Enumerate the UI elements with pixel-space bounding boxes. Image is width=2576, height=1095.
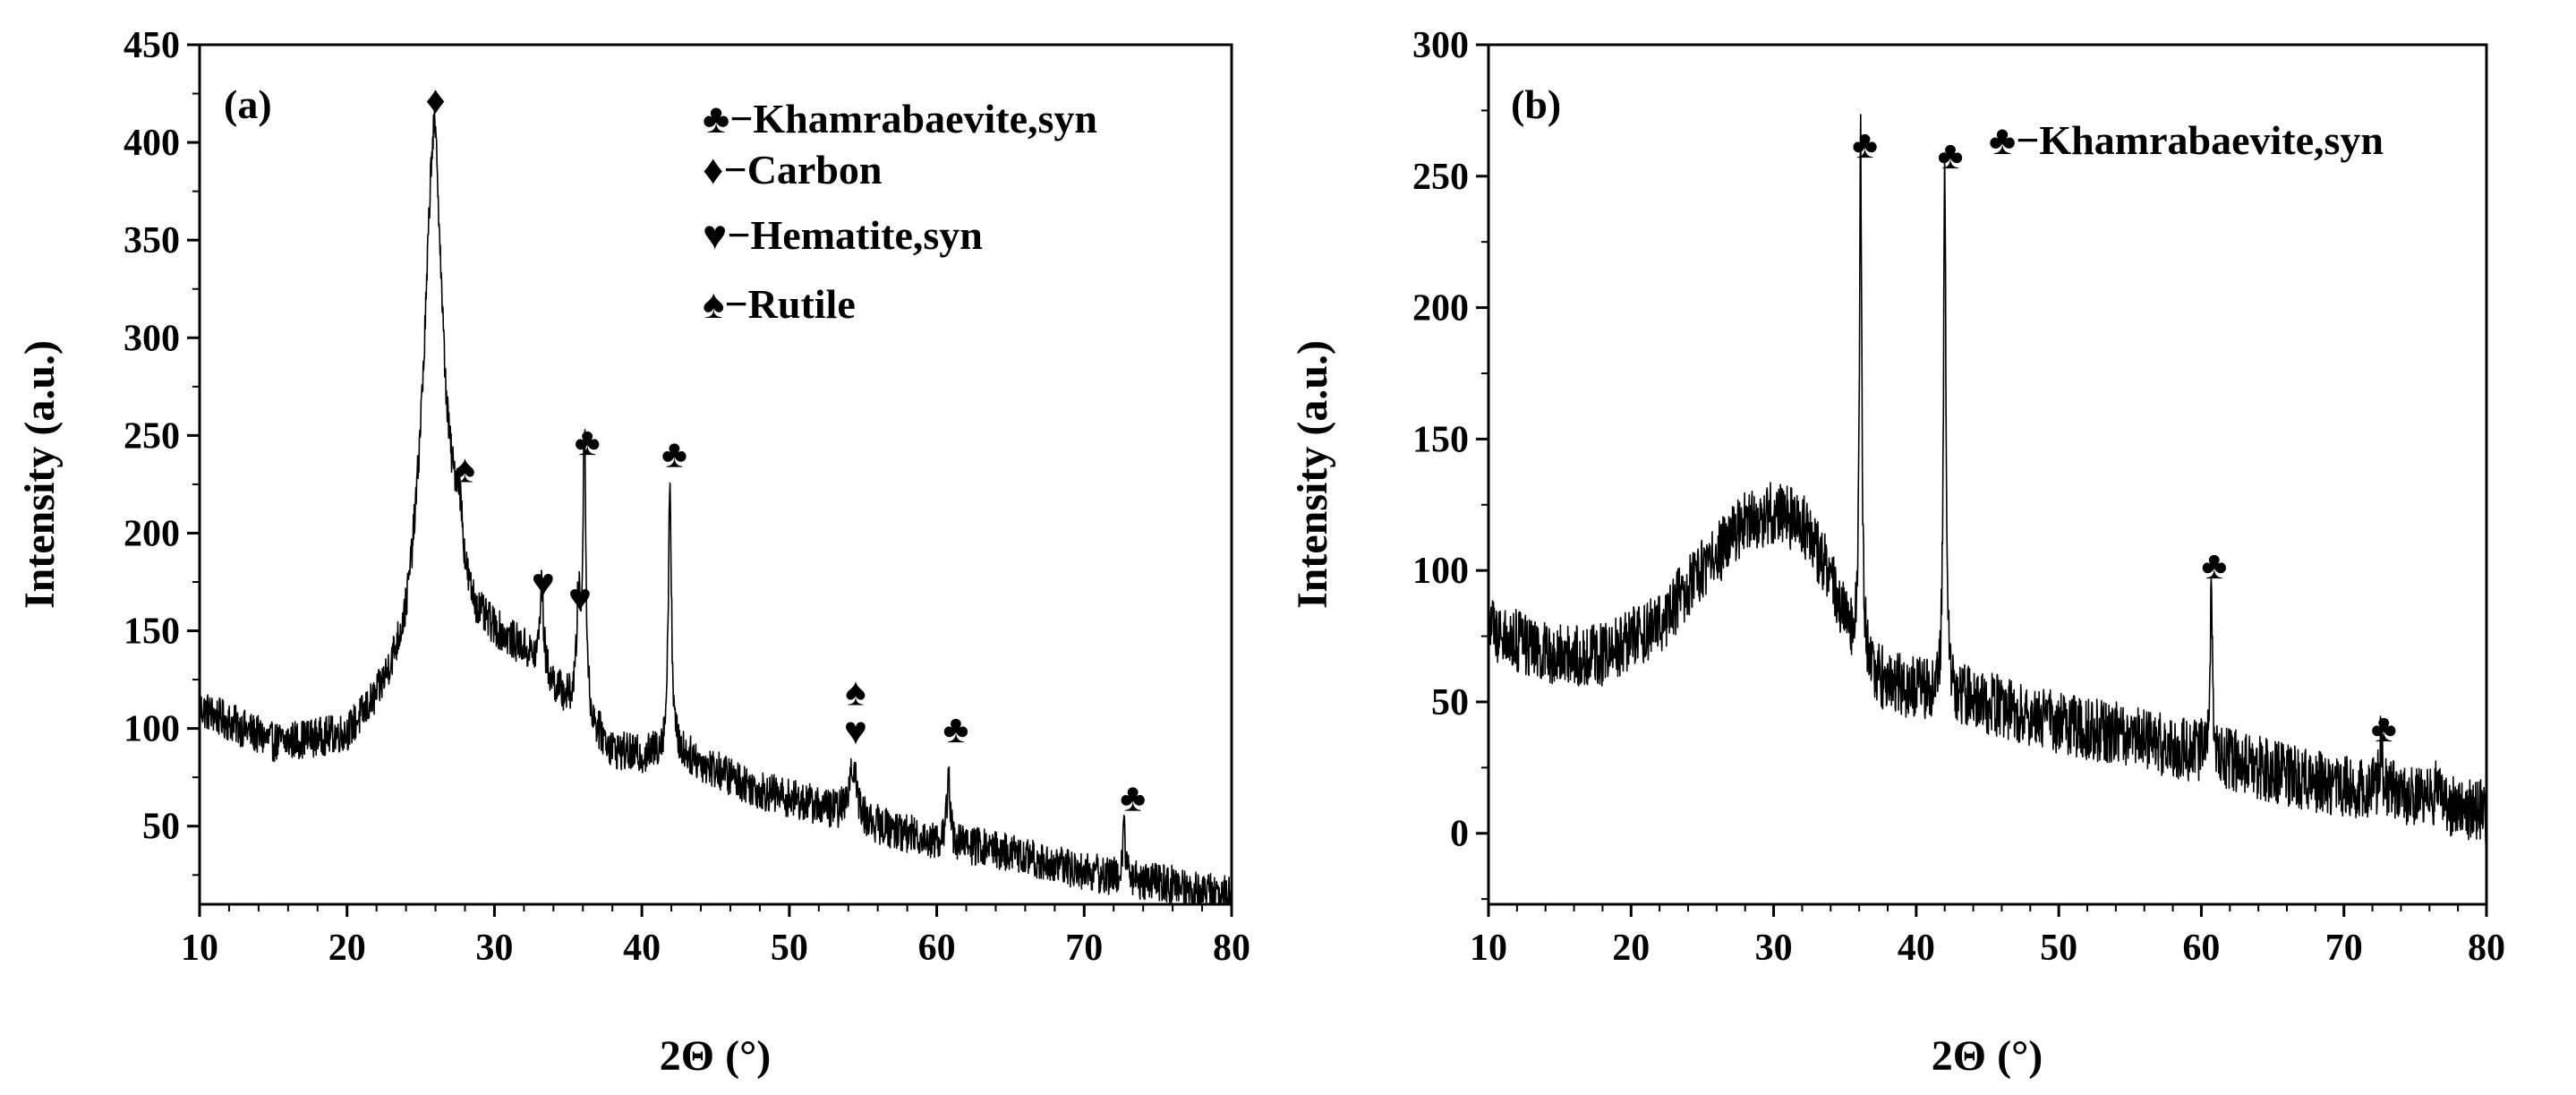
chart-panel-a: 50 100 150 200 250 300 350 400 450 10 20 30 40 50 60 7… xyxy=(16,25,1250,1080)
peak-marker-a-7: ♥ xyxy=(844,709,867,753)
x-axis-title-b: 2Θ (°) xyxy=(1932,1032,2043,1080)
legend-symbol-a-2: ♥ xyxy=(703,212,727,258)
peak-marker-a-4: ♣ xyxy=(575,420,601,464)
x-tick-label-b-5: 60 xyxy=(2182,928,2220,969)
x-tick-label-b-6: 70 xyxy=(2325,928,2363,969)
legend-a: ♣−Khamrabaevite,syn ♦−Carbon ♥−Hematite,… xyxy=(703,96,1097,327)
x-axis-title-a: 2Θ (°) xyxy=(660,1032,772,1080)
y-axis-title-b: Intensity (a.u.) xyxy=(1289,340,1336,609)
peak-marker-a-2: ♥ xyxy=(532,560,555,604)
x-tick-label-b-4: 50 xyxy=(2040,928,2077,969)
legend-label-b-0: −Khamrabaevite,syn xyxy=(2016,117,2384,163)
peak-marker-a-3: ♥ xyxy=(568,577,592,620)
series-line-a-0 xyxy=(199,110,1233,905)
x-tick-label-a-1: 20 xyxy=(328,928,366,969)
x-tick-label-b-2: 30 xyxy=(1755,928,1793,969)
y-tick-label-a-4: 250 xyxy=(124,415,180,457)
legend-b: ♣−Khamrabaevite,syn xyxy=(1989,117,2384,163)
legend-label-a-2: −Hematite,syn xyxy=(727,212,983,258)
y-tick-label-a-1: 100 xyxy=(124,709,180,750)
y-tick-label-b-5: 250 xyxy=(1412,157,1469,198)
legend-symbol-a-1: ♦ xyxy=(703,147,723,192)
y-tick-label-a-2: 150 xyxy=(124,612,180,653)
y-tick-label-b-3: 150 xyxy=(1412,419,1469,460)
x-tick-label-a-2: 30 xyxy=(475,928,513,969)
peak-marker-b-2: ♣ xyxy=(2201,543,2227,587)
peak-marker-a-0: ♦ xyxy=(425,78,445,122)
y-tick-label-b-6: 300 xyxy=(1412,25,1469,66)
legend-entry-a-1: ♦−Carbon xyxy=(703,147,883,192)
peak-marker-a-9: ♣ xyxy=(1120,775,1146,819)
panel-label-a: (a) xyxy=(224,81,272,127)
peak-marker-a-8: ♣ xyxy=(943,707,969,751)
y-tick-label-b-1: 50 xyxy=(1431,682,1469,723)
x-tick-label-a-0: 10 xyxy=(181,928,218,969)
x-tick-label-b-1: 20 xyxy=(1612,928,1650,969)
x-tick-label-a-6: 70 xyxy=(1065,928,1103,969)
y-tick-label-b-0: 0 xyxy=(1450,814,1469,855)
x-tick-label-b-3: 40 xyxy=(1898,928,1935,969)
peak-marker-a-1: ♠ xyxy=(455,448,475,492)
series-line-b-0 xyxy=(1488,114,2487,844)
y-axis-title-a: Intensity (a.u.) xyxy=(16,340,64,609)
x-tick-label-b-7: 80 xyxy=(2468,928,2505,969)
peak-marker-a-5: ♣ xyxy=(661,432,687,475)
legend-label-a-0: −Khamrabaevite,syn xyxy=(729,96,1097,141)
legend-symbol-b-0: ♣ xyxy=(1989,117,2016,163)
x-tick-label-a-5: 60 xyxy=(918,928,956,969)
x-tick-label-a-3: 40 xyxy=(623,928,661,969)
y-tick-label-a-0: 50 xyxy=(142,807,180,848)
x-tick-label-a-4: 50 xyxy=(771,928,808,969)
legend-symbol-a-3: ♠ xyxy=(703,281,724,327)
y-tick-label-b-2: 100 xyxy=(1412,551,1469,592)
peak-marker-b-3: ♣ xyxy=(2371,706,2397,750)
y-tick-label-a-8: 450 xyxy=(124,25,180,66)
x-tick-label-a-7: 80 xyxy=(1213,928,1250,969)
plot-frame-b xyxy=(1487,43,2488,906)
legend-entry-a-2: ♥−Hematite,syn xyxy=(703,212,983,258)
legend-symbol-a-0: ♣ xyxy=(703,96,729,141)
y-tick-label-a-7: 400 xyxy=(124,123,180,164)
y-tick-label-a-3: 200 xyxy=(124,513,180,554)
y-tick-label-b-4: 200 xyxy=(1412,288,1469,329)
y-tick-label-a-6: 350 xyxy=(124,220,180,261)
y-tick-label-a-5: 300 xyxy=(124,318,180,359)
legend-label-a-3: −Rutile xyxy=(724,281,855,327)
legend-entry-a-3: ♠−Rutile xyxy=(703,281,856,327)
legend-entry-b-0: ♣−Khamrabaevite,syn xyxy=(1989,117,2384,163)
x-tick-label-b-0: 10 xyxy=(1470,928,1507,969)
plot-frame-a xyxy=(198,43,1233,906)
peak-marker-a-6: ♠ xyxy=(845,670,866,714)
peak-marker-b-1: ♣ xyxy=(1938,133,1964,177)
legend-entry-a-0: ♣−Khamrabaevite,syn xyxy=(703,96,1097,141)
legend-label-a-1: −Carbon xyxy=(723,147,882,192)
panel-label-b: (b) xyxy=(1511,81,1561,127)
peak-marker-b-0: ♣ xyxy=(1852,123,1878,167)
